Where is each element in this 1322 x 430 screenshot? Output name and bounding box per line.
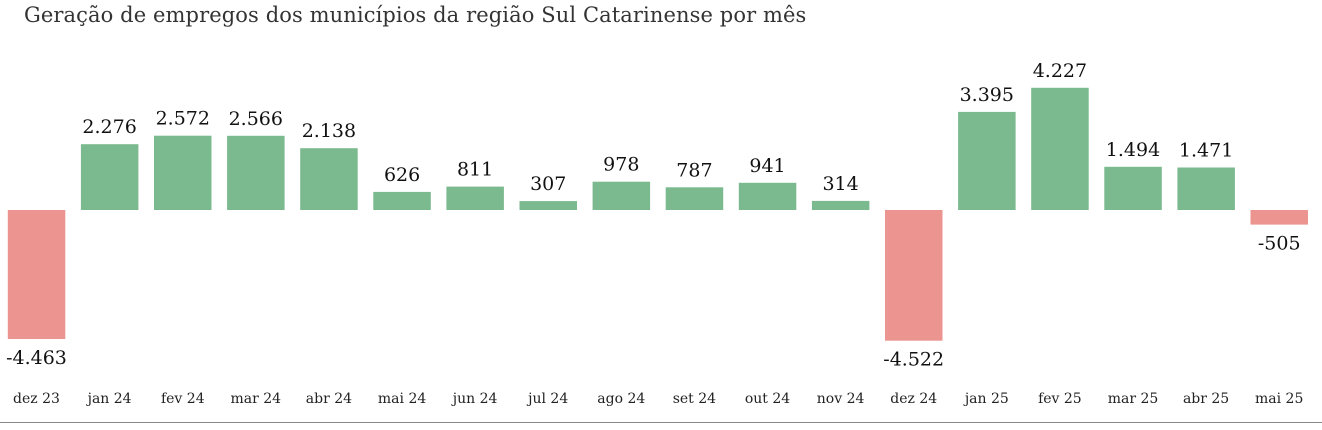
tick-label-dez-23: dez 23 [13, 391, 60, 407]
tick-label-jun-24: jun 24 [451, 391, 498, 407]
bar-mai-25 [1250, 210, 1308, 225]
bar-dez-24 [885, 210, 943, 341]
tick-label-jan-25: jan 25 [963, 391, 1009, 407]
tick-label-mar-24: mar 24 [231, 391, 282, 407]
bar-dez-23 [7, 210, 66, 339]
value-label-mar-25: 1.494 [1106, 139, 1160, 161]
chart-title: Geração de empregos dos municípios da re… [24, 3, 807, 27]
bar-jan-25 [958, 111, 1016, 210]
tick-label-mai-24: mai 24 [378, 391, 426, 407]
bar-nov-24 [811, 200, 870, 210]
value-label-jan-25: 3.395 [960, 84, 1014, 106]
value-label-abr-25: 1.471 [1179, 140, 1233, 162]
bars-group [7, 87, 1308, 341]
tick-label-out-24: out 24 [745, 391, 790, 407]
tick-label-set-24: set 24 [673, 391, 716, 407]
bar-jan-24 [80, 144, 139, 210]
bar-mar-24 [227, 135, 285, 210]
value-label-dez-23: -4.463 [6, 347, 67, 369]
tick-label-dez-24: dez 24 [890, 391, 937, 407]
value-label-jan-24: 2.276 [82, 116, 136, 138]
tick-label-ago-24: ago 24 [597, 391, 645, 407]
tick-label-fev-24: fev 24 [161, 391, 205, 407]
bar-jul-24 [519, 201, 577, 210]
bar-abr-25 [1177, 167, 1235, 210]
value-label-abr-24: 2.138 [302, 120, 356, 142]
value-label-jun-24: 811 [457, 159, 493, 181]
value-label-mai-24: 626 [384, 164, 420, 186]
tick-label-jul-24: jul 24 [526, 391, 568, 407]
tick-label-mai-25: mai 25 [1255, 391, 1303, 407]
value-label-dez-24: -4.522 [883, 349, 944, 371]
value-label-nov-24: 314 [822, 173, 858, 195]
value-label-mai-25: -505 [1258, 233, 1301, 255]
bar-ago-24 [592, 181, 651, 210]
tick-label-abr-25: abr 25 [1183, 391, 1229, 407]
value-labels-group: -4.463 2.276 2.572 2.566 2.138 626 811 307 978 78… [6, 60, 1300, 371]
bar-jun-24 [446, 186, 504, 210]
value-label-fev-25: 4.227 [1033, 60, 1087, 82]
bar-abr-24 [300, 148, 358, 210]
bar-out-24 [738, 182, 797, 210]
tick-labels-group: dez 23 jan 24 fev 24 mar 24 abr 24 mai 24 jun … [13, 391, 1303, 407]
tick-label-jan-24: jan 24 [86, 391, 132, 407]
value-label-jul-24: 307 [530, 173, 566, 195]
value-label-fev-24: 2.572 [156, 108, 210, 130]
bar-mar-25 [1104, 166, 1162, 210]
tick-label-abr-24: abr 24 [306, 391, 352, 407]
bar-fev-24 [154, 135, 212, 210]
value-label-ago-24: 978 [603, 154, 639, 176]
bar-mai-24 [373, 191, 431, 210]
value-label-set-24: 787 [676, 159, 712, 181]
value-label-out-24: 941 [749, 155, 785, 177]
bar-fev-25 [1031, 87, 1089, 210]
tick-label-mar-25: mar 25 [1108, 391, 1159, 407]
tick-label-fev-25: fev 25 [1038, 391, 1082, 407]
tick-label-nov-24: nov 24 [817, 391, 865, 407]
value-label-mar-24: 2.566 [229, 108, 283, 130]
bar-set-24 [665, 187, 724, 210]
